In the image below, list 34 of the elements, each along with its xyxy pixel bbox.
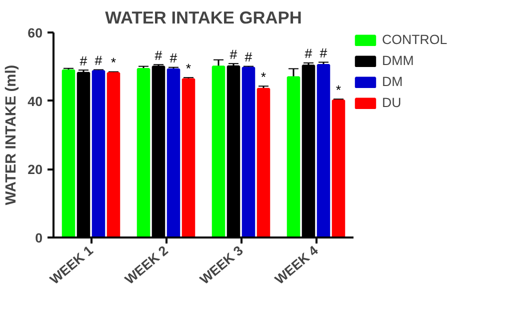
data-label: * (110, 55, 116, 70)
bar (182, 78, 196, 238)
data-label: # (304, 46, 313, 62)
y-axis-title: WATER INTAKE (ml) (4, 64, 20, 206)
bar (286, 76, 300, 238)
data-label: * (260, 69, 266, 84)
bar (166, 68, 180, 238)
data-label: # (320, 46, 328, 61)
data-label: # (230, 46, 238, 62)
y-tick-label: 20 (28, 162, 43, 178)
data-label: # (170, 50, 178, 66)
bar (92, 70, 106, 238)
legend-label: DU (382, 95, 402, 110)
chart-title: WATER INTAKE GRAPH (105, 8, 302, 28)
bar (316, 64, 330, 238)
bar (242, 66, 256, 238)
bar (256, 88, 270, 238)
y-tick-label: 40 (28, 94, 43, 109)
bar (136, 68, 150, 238)
data-label: # (154, 48, 163, 63)
bar (212, 66, 226, 238)
y-tick-label: 0 (35, 230, 43, 246)
bar (332, 99, 346, 238)
data-label: # (80, 53, 88, 68)
legend-label: CONTROL (382, 32, 448, 47)
legend-label: DMM (382, 53, 414, 68)
data-label: * (186, 60, 192, 76)
bar (62, 69, 76, 238)
data-label: # (94, 53, 103, 68)
data-label: # (244, 50, 253, 65)
data-label: * (336, 82, 342, 98)
legend-label: DM (382, 74, 403, 89)
y-tick-label: 60 (28, 26, 43, 40)
bar (106, 72, 120, 238)
